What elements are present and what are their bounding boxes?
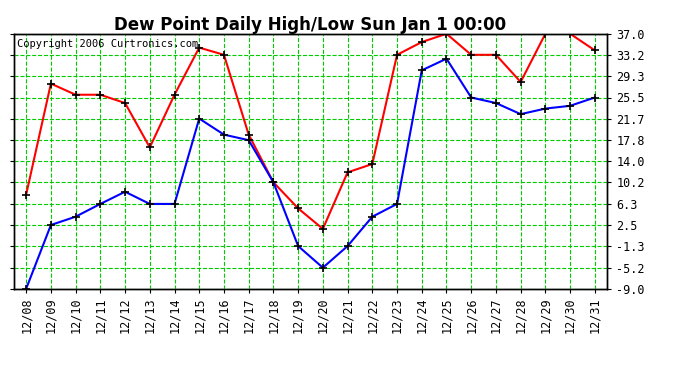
Text: Copyright 2006 Curtronics.com: Copyright 2006 Curtronics.com — [17, 39, 198, 49]
Title: Dew Point Daily High/Low Sun Jan 1 00:00: Dew Point Daily High/Low Sun Jan 1 00:00 — [115, 16, 506, 34]
